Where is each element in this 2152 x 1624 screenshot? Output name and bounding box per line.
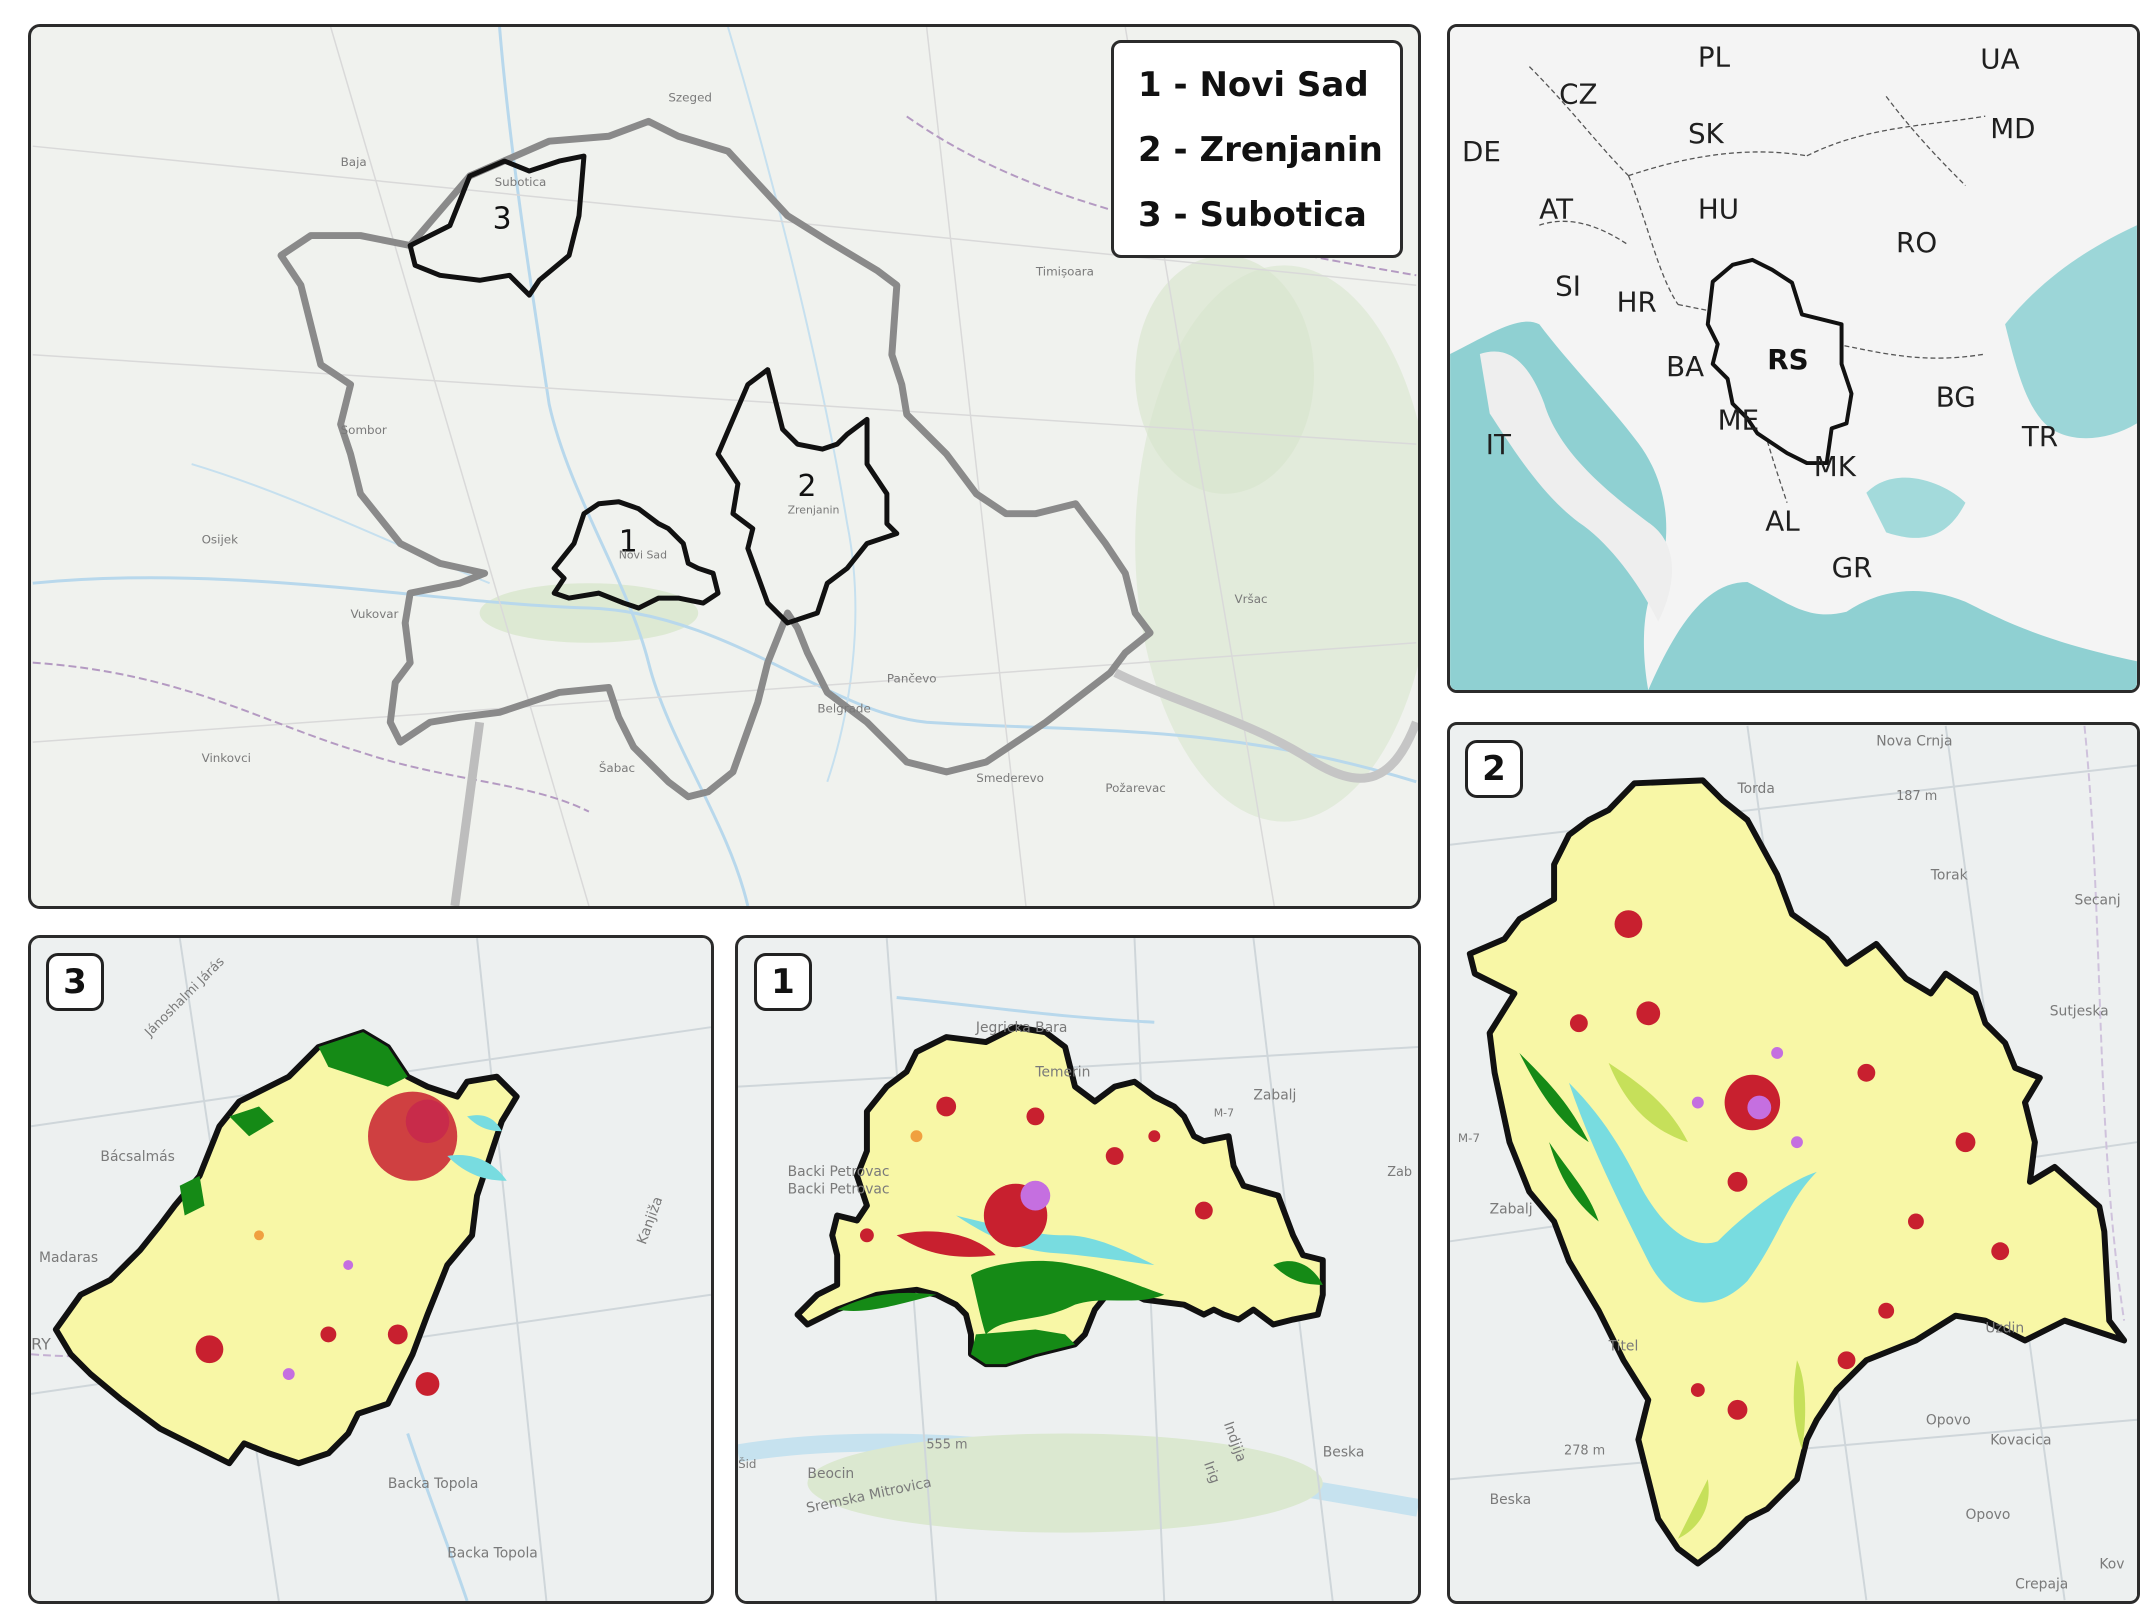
place-label: Zrenjanin (788, 504, 840, 517)
subotica-map: Jánoshalmi Járás Bácsalmás Madaras Kanji… (31, 938, 711, 1601)
novi-sad-district (794, 1024, 1326, 1368)
place-label: Pančevo (887, 672, 937, 686)
place-label: Uzdin (1985, 1321, 2024, 1337)
country-label: SK (1688, 117, 1725, 150)
zrenjanin-landuse (1519, 910, 2010, 1539)
country-label: BA (1666, 350, 1704, 383)
place-label: 187 m (1896, 789, 1937, 804)
country-label: DE (1462, 135, 1501, 168)
place-label: Kov (2099, 1556, 2124, 1572)
place-label: Opovo (1926, 1413, 1971, 1429)
place-label: Osijek (202, 532, 239, 546)
country-label: CZ (1559, 77, 1597, 110)
place-label: Backi Petrovac (788, 1182, 890, 1198)
place-label: Šid (738, 1456, 756, 1471)
country-label: MK (1814, 450, 1857, 483)
place-label: M-7 (1214, 1106, 1234, 1119)
country-label: HU (1698, 192, 1739, 225)
place-label: Beska (1323, 1444, 1365, 1460)
place-label: Zabalj (1253, 1088, 1296, 1104)
place-label: Titel (1608, 1338, 1639, 1354)
place-label: Sutjeska (2050, 1003, 2109, 1019)
place-label: Backa Topola (447, 1545, 538, 1561)
panel-badge-3: 3 (46, 953, 104, 1011)
place-label: Szeged (668, 90, 712, 104)
vojvodina-boundary (277, 117, 1154, 801)
country-label: PL (1698, 41, 1731, 74)
place-label: Belgrade (817, 701, 870, 715)
place-label: Torda (1736, 781, 1774, 797)
place-label: Irig (1200, 1459, 1223, 1486)
europe-locator-map: PL UA CZ SK MD DE AT HU RO SI HR BA RS B… (1450, 27, 2137, 690)
country-label: TR (2021, 420, 2058, 453)
novi-sad-outline (551, 499, 721, 611)
legend-item-zrenjanin: 2 - Zrenjanin (1138, 130, 1383, 170)
country-label: SI (1555, 270, 1581, 303)
place-label: Smederevo (976, 771, 1044, 785)
country-label: UA (1980, 43, 2019, 76)
place-label: Secanj (2075, 892, 2121, 908)
country-label: BG (1936, 381, 1976, 414)
country-label: MD (1990, 112, 2035, 145)
place-label: Jegricka Bara (975, 1020, 1067, 1036)
zrenjanin-map: Nova Crnja Torda 187 m Torak Secanj Sutj… (1450, 725, 2137, 1601)
place-label: Zab (1387, 1165, 1412, 1180)
place-label: Crepaja (2015, 1576, 2068, 1592)
place-label: Bácsalmás (100, 1149, 174, 1165)
panel-badge-2: 2 (1465, 740, 1523, 798)
place-label: Nova Crnja (1876, 734, 1952, 750)
place-label: Zabalj (1490, 1202, 1533, 1218)
subotica-landuse (179, 1032, 507, 1396)
panel-badge-1: 1 (754, 953, 812, 1011)
place-label: Šabac (599, 760, 635, 775)
country-label: HR (1617, 285, 1657, 318)
country-label: IT (1486, 428, 1512, 461)
place-label: 278 m (1564, 1443, 1605, 1458)
zrenjanin-map-panel[interactable]: Nova Crnja Torda 187 m Torak Secanj Sutj… (1447, 722, 2140, 1604)
country-label: AT (1539, 192, 1574, 225)
place-label: Kovacica (1990, 1433, 2051, 1449)
country-label-rs: RS (1767, 343, 1808, 376)
novi-sad-map: Jegricka Bara Temerin Zabalj Backi Petro… (738, 938, 1418, 1601)
place-label: Požarevac (1105, 781, 1165, 795)
area-number-3: 3 (493, 202, 512, 237)
place-label: RY (31, 1334, 51, 1353)
subotica-outline (407, 153, 587, 298)
place-label: 555 m (926, 1437, 967, 1452)
zrenjanin-district (1466, 777, 2128, 1567)
place-label: Backa Topola (388, 1476, 479, 1492)
place-label: Opovo (1965, 1507, 2010, 1523)
place-label: Subotica (495, 175, 547, 189)
area-number-1: 1 (619, 524, 638, 559)
europe-locator-map-panel[interactable]: PL UA CZ SK MD DE AT HU RO SI HR BA RS B… (1447, 24, 2140, 693)
place-label: Madaras (39, 1250, 98, 1266)
place-label: Beska (1490, 1492, 1532, 1508)
place-label: Backi Petrovac (788, 1164, 890, 1180)
place-label: Temerin (1034, 1065, 1090, 1081)
serbia-outline (1705, 257, 1854, 466)
place-label: Beocin (807, 1466, 854, 1482)
legend: 1 - Novi Sad 2 - Zrenjanin 3 - Subotica (1111, 40, 1403, 258)
country-label: AL (1765, 504, 1800, 537)
place-label: M-7 (1458, 1131, 1480, 1145)
place-label: Timișoara (1035, 264, 1094, 278)
zrenjanin-outline (715, 367, 900, 626)
place-label: Torak (1930, 867, 1968, 883)
subotica-map-panel[interactable]: Jánoshalmi Járás Bácsalmás Madaras Kanji… (28, 935, 714, 1604)
legend-item-subotica: 3 - Subotica (1138, 195, 1367, 235)
country-label: RO (1896, 226, 1937, 259)
novi-sad-map-panel[interactable]: Jegricka Bara Temerin Zabalj Backi Petro… (735, 935, 1421, 1604)
area-number-2: 2 (798, 469, 817, 504)
legend-item-novi-sad: 1 - Novi Sad (1138, 65, 1369, 105)
place-label: Vinkovci (202, 751, 251, 765)
country-label: ME (1718, 403, 1759, 436)
place-label: Novi Sad (619, 548, 667, 561)
place-label: Vršac (1235, 592, 1268, 606)
place-label: Sombor (341, 423, 387, 437)
place-label: Vukovar (351, 607, 399, 621)
country-label: GR (1832, 551, 1873, 584)
place-label: Baja (341, 155, 367, 169)
novi-sad-landuse (837, 1096, 1323, 1365)
